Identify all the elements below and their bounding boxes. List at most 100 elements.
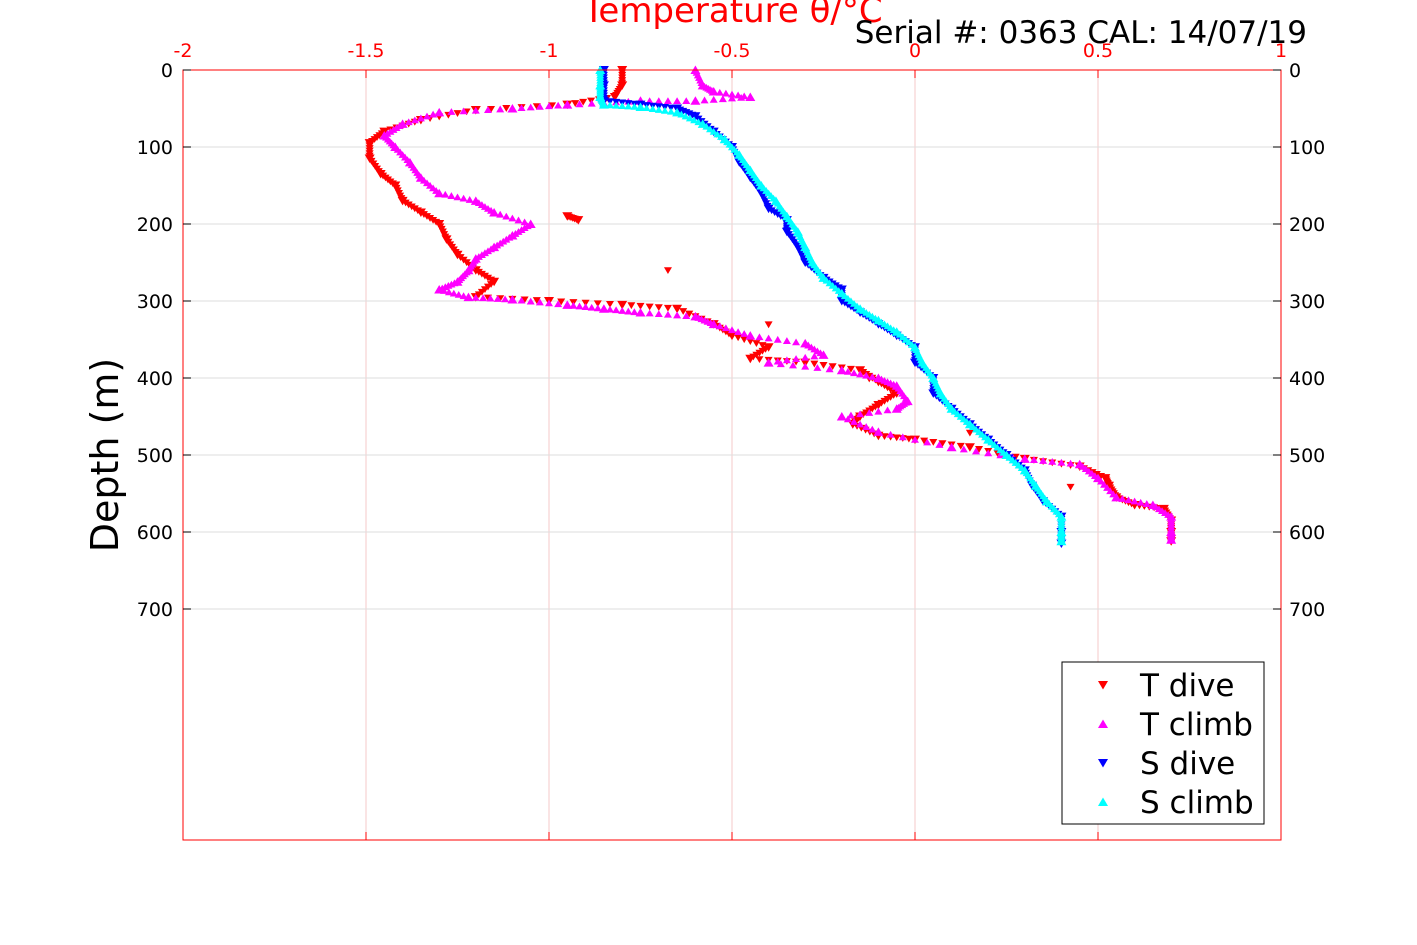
data-point xyxy=(836,365,847,375)
data-point xyxy=(690,116,699,124)
data-point xyxy=(825,365,834,373)
data-point xyxy=(727,331,737,341)
data-point xyxy=(593,304,602,312)
data-point xyxy=(581,303,590,310)
data-point xyxy=(526,297,535,305)
data-point xyxy=(517,104,526,112)
data-point xyxy=(677,110,686,118)
data-point xyxy=(819,361,828,369)
data-point xyxy=(663,304,672,312)
data-point xyxy=(514,216,523,224)
legend-marker xyxy=(1098,719,1108,728)
data-point xyxy=(654,310,663,318)
data-point xyxy=(764,334,773,342)
data-point xyxy=(782,356,791,364)
data-point xyxy=(673,97,682,104)
data-point xyxy=(575,302,584,310)
data-point xyxy=(612,306,621,314)
legend-label: S dive xyxy=(1140,746,1235,782)
data-point xyxy=(1056,536,1067,546)
data-point xyxy=(792,338,801,346)
data-point xyxy=(575,100,584,108)
data-point xyxy=(959,445,968,453)
y-tick-label-right: 100 xyxy=(1289,137,1325,159)
data-point xyxy=(609,92,620,102)
data-point xyxy=(685,310,694,318)
y-tick-label-left: 600 xyxy=(137,522,173,544)
data-point xyxy=(508,214,517,222)
data-point xyxy=(685,114,694,122)
y-tick-label-left: 500 xyxy=(137,445,173,467)
data-point xyxy=(1130,497,1139,505)
data-point xyxy=(938,440,947,448)
data-point xyxy=(801,353,810,361)
data-point xyxy=(617,300,628,310)
data-point xyxy=(734,328,743,335)
data-point xyxy=(598,100,609,109)
legend-label: T dive xyxy=(1139,668,1235,704)
data-point xyxy=(471,106,480,114)
data-point xyxy=(708,87,719,96)
data-point xyxy=(434,107,445,117)
x-tick-label: -1 xyxy=(540,40,559,62)
data-point xyxy=(587,303,596,311)
data-point xyxy=(489,207,500,217)
data-point xyxy=(449,289,458,297)
data-point xyxy=(1136,498,1145,506)
data-point xyxy=(746,338,755,346)
y-tick-label-right: 700 xyxy=(1289,599,1325,621)
data-point xyxy=(883,406,892,414)
data-point xyxy=(850,369,858,377)
x-tick-label: -0.5 xyxy=(713,40,750,62)
data-point xyxy=(598,304,609,313)
data-point xyxy=(891,404,902,413)
data-point xyxy=(447,108,456,115)
data-point xyxy=(502,212,511,220)
data-point xyxy=(828,363,837,371)
data-point xyxy=(818,350,829,359)
data-point xyxy=(892,434,901,442)
data-point xyxy=(1142,500,1151,507)
legend-label: T climb xyxy=(1139,707,1253,743)
x-tick-label: 0.5 xyxy=(1083,40,1113,62)
data-point xyxy=(763,358,774,367)
y-tick-label-left: 400 xyxy=(137,368,173,390)
data-point xyxy=(429,110,438,118)
data-point xyxy=(740,336,749,344)
data-point xyxy=(868,373,877,380)
data-point xyxy=(755,356,764,363)
data-point xyxy=(1019,454,1030,463)
data-point xyxy=(868,425,877,433)
data-point xyxy=(663,267,672,275)
data-point xyxy=(645,303,654,311)
data-point xyxy=(836,412,847,421)
data-point xyxy=(975,446,984,453)
data-point xyxy=(935,441,944,448)
data-point xyxy=(507,104,518,113)
data-point xyxy=(752,340,761,347)
data-point xyxy=(873,427,884,436)
data-point xyxy=(635,102,646,111)
data-point xyxy=(520,218,529,226)
data-point xyxy=(557,298,566,306)
data-point xyxy=(850,418,858,425)
data-point xyxy=(846,365,855,373)
data-point xyxy=(624,102,633,110)
data-point xyxy=(635,308,646,317)
y-tick-label-left: 0 xyxy=(161,60,173,82)
data-point xyxy=(792,355,801,362)
data-point xyxy=(496,105,505,113)
data-point xyxy=(721,324,730,332)
data-point xyxy=(502,105,511,112)
data-point xyxy=(606,101,614,109)
data-point xyxy=(690,96,701,105)
data-point xyxy=(447,192,456,199)
data-point xyxy=(1066,459,1075,467)
data-point xyxy=(660,106,669,114)
data-point xyxy=(587,99,596,107)
data-point xyxy=(679,308,688,315)
data-point xyxy=(801,362,810,370)
data-point xyxy=(673,311,682,319)
legend-label: S climb xyxy=(1140,785,1254,821)
data-point xyxy=(846,411,855,419)
